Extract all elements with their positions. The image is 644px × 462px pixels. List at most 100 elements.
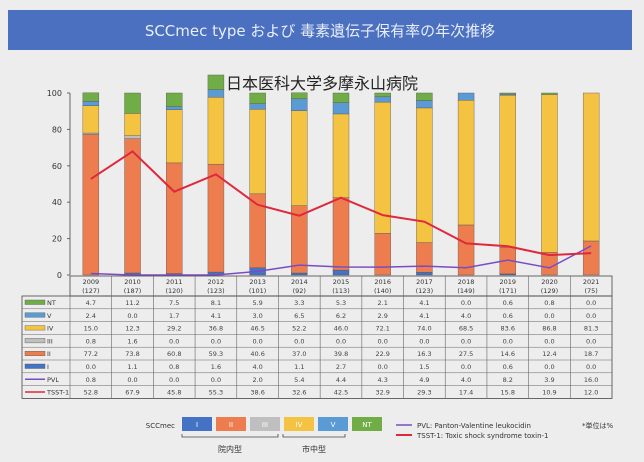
bar-ii-2017 [416,242,433,273]
table-cell: 29.2 [167,325,181,333]
table-cell: 86.8 [542,325,556,333]
row-label: I [47,363,49,371]
row-swatch-iv [24,325,46,331]
group-bracket-community [282,434,346,438]
legend-swatch-iii [250,417,280,431]
table-cell: 0.0 [461,337,471,345]
row-swatch-iii [24,338,46,344]
row-label: PVL [47,376,59,384]
table-cell: 81.3 [584,325,598,333]
table-cell: 0.8 [169,363,179,371]
bar-v-2016 [374,96,391,103]
table-cell: 0.0 [169,337,179,345]
table-cell: 52.8 [84,389,98,397]
table-cell: 46.0 [334,325,348,333]
bar-ii-2015 [332,197,350,271]
table-cell: 74.0 [417,325,431,333]
table-cell: 5.3 [336,299,346,307]
table-cell: 0.0 [461,363,471,371]
bar-nt-2010 [124,92,141,114]
table-cell: 15.0 [84,325,98,333]
table-cell: 0.0 [586,299,596,307]
table-cell: 0.8 [544,299,554,307]
bar-iv-2014 [291,110,308,206]
table-cell: 0.0 [419,337,429,345]
count-label: (127) [82,287,99,295]
table-cell: 4.0 [252,363,262,371]
table-cell: 73.8 [125,350,139,358]
table-cell: 12.0 [584,389,598,397]
table-cell: 2.7 [336,363,346,371]
table-cell: 1.1 [294,363,304,371]
legend-swatch-v [318,417,348,431]
count-label: (140) [374,287,391,295]
bar-iv-2015 [332,113,350,198]
banner-title: SCCmec type および 毒素遺伝子保有率の年次推移 [8,10,632,50]
table-cell: 6.2 [336,312,346,320]
bar-v-2015 [332,102,350,115]
table-cell: 8.2 [503,376,513,384]
bar-v-2018 [457,92,475,101]
group-label-hospital: 院内型 [218,444,242,454]
table-cell: 0.0 [461,299,471,307]
table-cell: 0.0 [211,337,221,345]
table-cell: 0.6 [503,299,513,307]
count-label: (171) [499,287,516,295]
table-cell: 22.9 [375,350,389,358]
table-cell: 77.2 [84,350,98,358]
table-cell: 4.0 [461,376,471,384]
bar-iv-2019 [499,94,516,248]
bar-ii-2009 [82,134,100,276]
table-cell: 2.1 [378,299,388,307]
table-cell: 1.5 [419,363,429,371]
bar-ii-2012 [207,163,225,273]
bar-iv-2009 [82,105,100,134]
table-cell: 0.6 [503,312,513,320]
bar-nt-2013 [249,92,266,104]
year-label: 2015 [333,278,350,286]
table-cell: 12.4 [542,350,556,358]
table-cell: 2.9 [378,312,388,320]
table-cell: 4.1 [419,299,429,307]
row-label: II [47,350,51,358]
table-cell: 0.0 [586,363,596,371]
table-cell: 16.0 [584,376,598,384]
table-cell: 0.0 [544,363,554,371]
table-cell: 52.2 [292,325,306,333]
table-cell: 8.1 [211,299,221,307]
row-label: NT [47,299,56,307]
table-cell: 60.8 [167,350,181,358]
y-tick-label: 60 [52,162,62,171]
table-cell: 0.6 [503,363,513,371]
table-cell: 4.1 [211,312,221,320]
bar-nt-2017 [416,92,433,101]
row-label: III [47,337,53,345]
table-cell: 7.5 [169,299,179,307]
table-cell: 42.5 [334,389,348,397]
table-cell: 1.1 [127,363,137,371]
table-cell: 32.9 [375,389,389,397]
bar-nt-2009 [82,92,100,102]
table-cell: 0.0 [378,337,388,345]
table-cell: 32.6 [292,389,306,397]
bar-nt-2020 [541,92,558,95]
table-cell: 1.6 [127,337,137,345]
bar-nt-2012 [207,74,225,90]
group-bracket-hospital [181,434,279,438]
table-cell: 3.9 [544,376,554,384]
year-label: 2013 [249,278,266,286]
table-cell: 68.5 [459,325,473,333]
table-cell: 18.7 [584,350,598,358]
table-cell: 0.0 [544,312,554,320]
count-label: (75) [584,287,597,295]
bar-ii-2010 [124,138,141,274]
row-swatch-ii [24,351,46,356]
table-cell: 0.0 [169,376,179,384]
bar-iv-2011 [166,109,183,164]
bar-i-2017 [416,272,433,276]
table-cell: 0.8 [86,376,96,384]
bar-nt-2015 [332,92,350,103]
bar-iv-2020 [541,94,558,253]
